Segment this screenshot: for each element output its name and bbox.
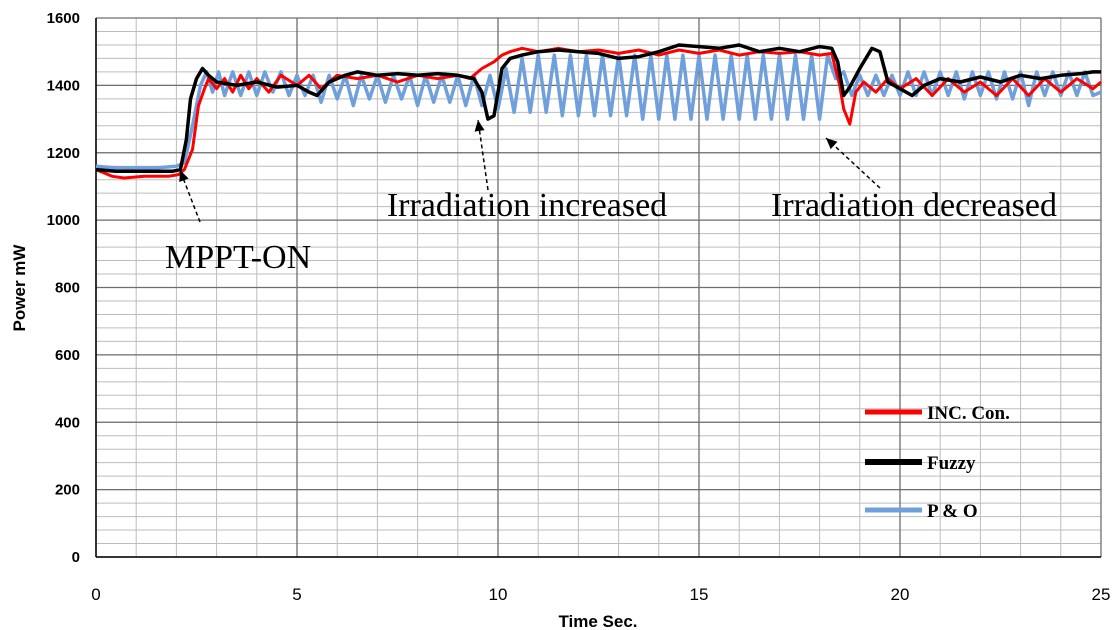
x-axis-title: Time Sec. <box>558 612 637 630</box>
y-tick-label: 1000 <box>47 212 80 229</box>
y-tick-label: 1400 <box>47 77 80 94</box>
x-tick-label: 15 <box>690 585 709 604</box>
series-line-fuzzy <box>95 43 1101 174</box>
y-tick-label: 200 <box>55 482 80 499</box>
x-tick-label: 0 <box>91 585 100 604</box>
annotation-arrow <box>179 169 201 223</box>
series-line-inc-con- <box>95 46 1102 180</box>
x-tick-label: 10 <box>489 585 508 604</box>
series-line-p-o <box>95 53 1102 170</box>
annotations: MPPT-ON Irradiation increased Irradiation … <box>165 119 1057 276</box>
y-tick-label: 800 <box>55 280 80 297</box>
annotation-label: Irradiation decreased <box>771 187 1057 224</box>
x-tick-label: 5 <box>292 585 301 604</box>
major-grid <box>95 17 1102 558</box>
axes <box>95 18 1101 558</box>
annotation-arrowhead <box>474 120 485 132</box>
legend-label: INC. Con. <box>927 403 1010 424</box>
legend: INC. Con. Fuzzy P & O <box>865 403 1010 522</box>
annotation-label: MPPT-ON <box>165 239 311 276</box>
legend-label: P & O <box>927 501 978 522</box>
y-tick-label: 1200 <box>47 145 80 162</box>
y-axis-title: Power mW <box>10 244 29 332</box>
annotation-arrow <box>477 119 489 191</box>
annotation-arrowhead <box>179 170 189 183</box>
y-tick-label: 600 <box>55 347 80 364</box>
y-tick-label: 0 <box>72 549 80 566</box>
x-tick-label: 25 <box>1092 585 1111 604</box>
series-layer <box>95 43 1102 180</box>
x-tick-label: 20 <box>891 585 910 604</box>
annotation-arrow <box>825 137 881 189</box>
annotation-arrowhead <box>826 138 838 150</box>
tick-labels: 0 5 10 15 20 25 0 200 400 600 800 1000 1200 1400 1600 <box>47 10 1111 604</box>
annotation-label: Irradiation increased <box>387 187 667 224</box>
y-tick-label: 400 <box>55 414 80 431</box>
y-tick-label: 1600 <box>47 10 80 27</box>
legend-label: Fuzzy <box>927 453 976 474</box>
